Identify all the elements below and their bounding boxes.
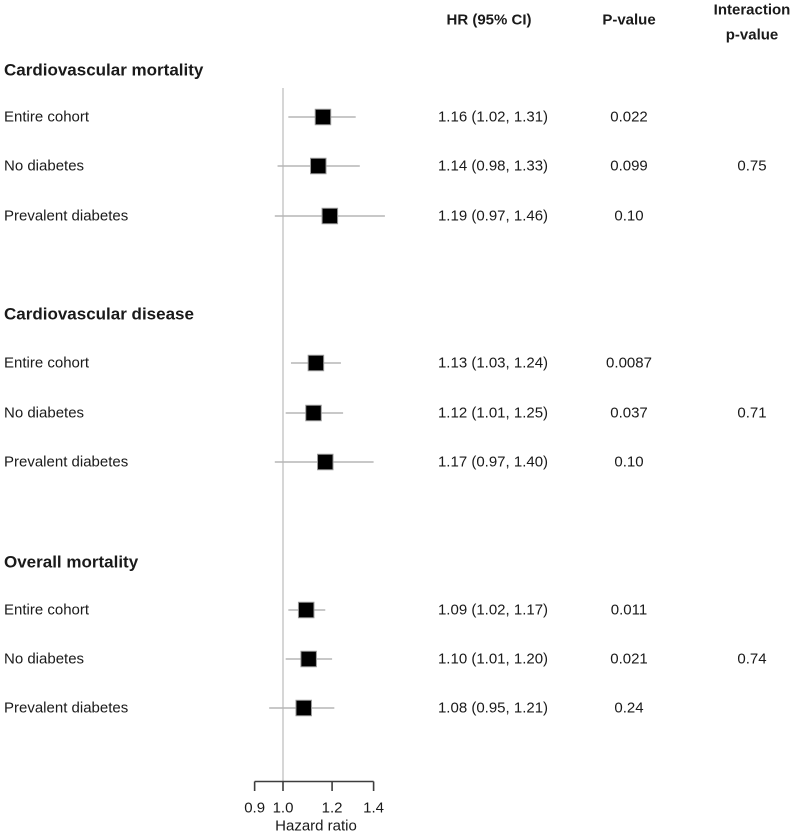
x-axis-tick-label: 1.2: [321, 799, 343, 817]
interaction-p-value: 0.75: [737, 157, 767, 175]
section-heading: Cardiovascular mortality: [4, 60, 204, 80]
hr-ci-value: 1.19 (0.97, 1.46): [437, 207, 549, 225]
row-label: Entire cohort: [4, 601, 90, 619]
x-axis-tick-label: 1.4: [363, 799, 385, 817]
hr-ci-value: 1.17 (0.97, 1.40): [437, 453, 549, 471]
hr-ci-value: 1.12 (1.01, 1.25): [437, 404, 549, 422]
p-value: 0.24: [614, 699, 644, 717]
hr-point-marker: [321, 207, 339, 225]
hr-point-marker: [305, 404, 322, 422]
row-label: No diabetes: [4, 157, 85, 175]
row-label: Entire cohort: [4, 108, 90, 126]
row-label: Entire cohort: [4, 354, 90, 372]
section-heading: Overall mortality: [4, 552, 139, 572]
p-value: 0.021: [610, 650, 648, 668]
p-value: 0.10: [614, 453, 644, 471]
hr-point-marker: [297, 601, 315, 619]
p-value: 0.037: [610, 404, 648, 422]
column-header-interaction-line2: p-value: [725, 26, 779, 44]
p-value: 0.022: [610, 108, 648, 126]
x-axis-label: Hazard ratio: [275, 817, 357, 835]
interaction-p-value: 0.71: [737, 404, 767, 422]
p-value: 0.011: [610, 601, 648, 619]
interaction-p-value: 0.74: [737, 650, 767, 668]
p-value: 0.0087: [606, 354, 652, 372]
hr-point-marker: [314, 108, 332, 126]
hr-ci-value: 1.13 (1.03, 1.24): [437, 354, 549, 372]
column-header-hr: HR (95% CI): [446, 11, 532, 29]
hr-ci-value: 1.14 (0.98, 1.33): [437, 157, 549, 175]
row-label: No diabetes: [4, 404, 85, 422]
hr-point-marker: [300, 650, 317, 668]
hr-ci-value: 1.09 (1.02, 1.17): [437, 601, 549, 619]
hr-point-marker: [295, 699, 312, 717]
row-label: Prevalent diabetes: [4, 453, 129, 471]
hr-ci-value: 1.10 (1.01, 1.20): [437, 650, 549, 668]
hr-point-marker: [310, 157, 327, 175]
hr-ci-value: 1.08 (0.95, 1.21): [437, 699, 549, 717]
column-header-interaction-line1: Interaction: [713, 1, 791, 19]
x-axis-tick-label: 1.0: [272, 799, 294, 817]
row-label: No diabetes: [4, 650, 85, 668]
column-header-pvalue: P-value: [602, 11, 656, 29]
hr-point-marker: [317, 453, 334, 471]
hr-point-marker: [307, 354, 325, 372]
row-label: Prevalent diabetes: [4, 207, 129, 225]
hr-ci-value: 1.16 (1.02, 1.31): [437, 108, 549, 126]
x-axis-tick-label: 0.9: [244, 799, 266, 817]
p-value: 0.099: [610, 157, 648, 175]
p-value: 0.10: [614, 207, 644, 225]
section-heading: Cardiovascular disease: [4, 304, 194, 324]
row-label: Prevalent diabetes: [4, 699, 129, 717]
